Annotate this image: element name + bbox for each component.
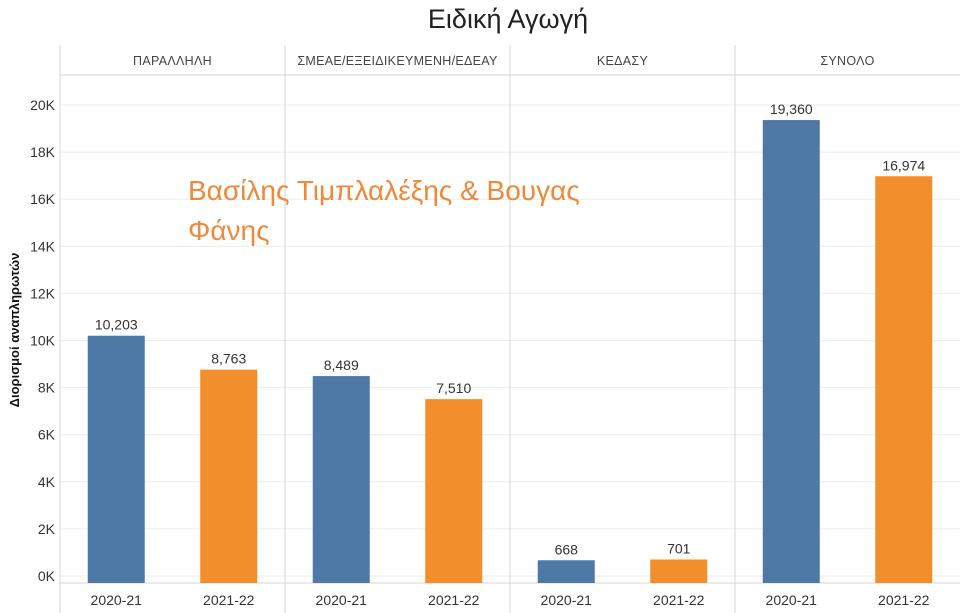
x-tick-label: 2020-21 [541,592,593,608]
x-tick-label: 2021-22 [653,592,705,608]
bar-2021-22 [875,176,933,583]
x-axis: 2020-21 2021-22 2020-21 2021-22 2020-21 2021-… [91,592,930,608]
bar-2020-21 [537,560,595,583]
data-label: 701 [667,540,691,556]
data-label: 10,203 [95,317,138,333]
data-label: 7,510 [436,380,471,396]
data-label: 8,489 [324,357,359,373]
data-labels: 10,203 8,763 8,489 7,510 668 701 19,360 16,974 [95,101,926,557]
data-label: 668 [555,541,579,557]
y-tick-label: 20K [30,97,56,113]
watermark-text: Φάνης [188,215,270,246]
bars [87,120,933,584]
panel-frames: ΠΑΡΑΛΛΗΛΗ ΣΜΕΑΕ/ΕΞΕΙΔΙΚΕΥΜΕΝΗ/ΕΔΕΑΥ ΚΕΔΑΣΥ… [59,45,960,613]
panel-header: ΠΑΡΑΛΛΗΛΗ [133,54,212,68]
y-tick-label: 4K [38,474,56,490]
y-tick-label: 0K [38,568,56,584]
y-tick-label: 16K [30,191,56,207]
y-tick-label: 14K [30,238,56,254]
watermark-text: Βασίλης Τιμπλαλέξης & Βουγας [188,175,580,206]
data-label: 16,974 [882,157,925,173]
y-axis: 0K 2K 4K 6K 8K 10K 12K 14K 16K 18K 20K [30,97,56,584]
x-tick-label: 2020-21 [766,592,818,608]
data-label: 8,763 [211,351,246,367]
chart-title: Ειδική Αγωγή [428,4,588,34]
bar-2020-21 [762,120,820,584]
bar-2021-22 [425,399,483,583]
x-tick-label: 2021-22 [878,592,930,608]
data-label: 19,360 [770,101,813,117]
watermark: Βασίλης Τιμπλαλέξης & Βουγας Φάνης [188,175,580,246]
x-tick-label: 2021-22 [203,592,255,608]
y-tick-label: 10K [30,333,56,349]
bar-2021-22 [200,369,258,583]
bar-2021-22 [650,559,708,583]
y-tick-label: 2K [38,521,56,537]
panel-header: ΣΜΕΑΕ/ΕΞΕΙΔΙΚΕΥΜΕΝΗ/ΕΔΕΑΥ [297,54,498,68]
y-axis-label: Διορισμοί αναπληρωτών [7,253,22,408]
panel-header: ΚΕΔΑΣΥ [597,54,649,68]
panel-header: ΣΥΝΟΛΟ [820,54,874,68]
x-tick-label: 2021-22 [428,592,480,608]
y-tick-label: 18K [30,144,56,160]
y-tick-label: 12K [30,285,56,301]
x-tick-label: 2020-21 [91,592,143,608]
y-tick-label: 6K [38,427,56,443]
bar-2020-21 [87,335,145,583]
bar-2020-21 [312,376,370,583]
y-tick-label: 8K [38,380,56,396]
x-tick-label: 2020-21 [316,592,368,608]
